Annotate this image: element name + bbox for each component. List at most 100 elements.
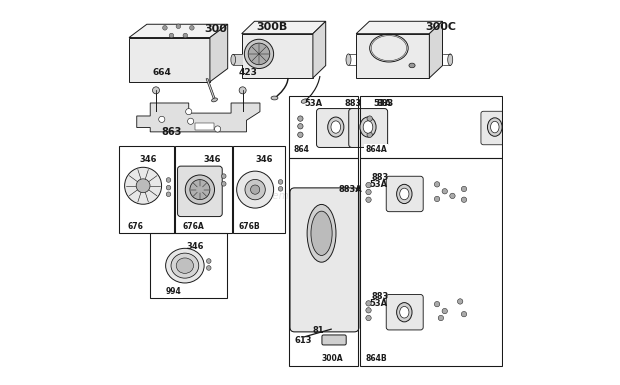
Circle shape bbox=[221, 174, 226, 178]
Polygon shape bbox=[137, 103, 260, 132]
Circle shape bbox=[458, 299, 463, 304]
Circle shape bbox=[461, 186, 467, 192]
Circle shape bbox=[450, 193, 455, 199]
Ellipse shape bbox=[409, 63, 415, 68]
Text: 883A: 883A bbox=[338, 185, 362, 194]
Polygon shape bbox=[356, 21, 443, 34]
Circle shape bbox=[298, 124, 303, 129]
Circle shape bbox=[442, 308, 448, 314]
Circle shape bbox=[183, 33, 188, 38]
Ellipse shape bbox=[328, 117, 344, 137]
Circle shape bbox=[245, 179, 265, 200]
Circle shape bbox=[215, 126, 221, 132]
Circle shape bbox=[298, 116, 303, 121]
Circle shape bbox=[237, 171, 273, 208]
Text: 81: 81 bbox=[312, 326, 324, 335]
Bar bbox=[289, 96, 358, 158]
Text: 300C: 300C bbox=[425, 22, 456, 32]
Ellipse shape bbox=[331, 121, 340, 133]
Text: 53A: 53A bbox=[373, 99, 392, 108]
Text: 346: 346 bbox=[187, 242, 205, 251]
Circle shape bbox=[166, 192, 171, 196]
Circle shape bbox=[176, 24, 180, 28]
FancyBboxPatch shape bbox=[386, 295, 423, 330]
Polygon shape bbox=[313, 21, 326, 78]
Circle shape bbox=[185, 109, 192, 115]
Text: 53A: 53A bbox=[370, 181, 388, 189]
Circle shape bbox=[435, 182, 440, 187]
Circle shape bbox=[136, 179, 150, 192]
Bar bbox=[233, 146, 285, 233]
Circle shape bbox=[239, 87, 246, 94]
Ellipse shape bbox=[307, 204, 336, 262]
FancyBboxPatch shape bbox=[317, 109, 355, 147]
Circle shape bbox=[516, 137, 521, 142]
Circle shape bbox=[461, 197, 467, 203]
Text: 53A: 53A bbox=[304, 99, 322, 108]
FancyBboxPatch shape bbox=[322, 335, 346, 345]
Circle shape bbox=[442, 189, 448, 194]
Circle shape bbox=[367, 124, 373, 129]
Text: 346: 346 bbox=[256, 155, 273, 164]
Text: 864A: 864A bbox=[365, 145, 387, 154]
Text: 346: 346 bbox=[204, 155, 221, 164]
Circle shape bbox=[166, 177, 171, 182]
Text: 864: 864 bbox=[294, 145, 310, 154]
Circle shape bbox=[438, 315, 443, 321]
Ellipse shape bbox=[176, 258, 193, 273]
Text: 883: 883 bbox=[371, 174, 389, 182]
Circle shape bbox=[366, 308, 371, 313]
Text: 300B: 300B bbox=[256, 22, 287, 32]
Text: 664: 664 bbox=[152, 68, 171, 77]
Ellipse shape bbox=[166, 248, 204, 283]
Ellipse shape bbox=[360, 117, 376, 137]
Circle shape bbox=[159, 116, 165, 122]
Bar bbox=[289, 158, 358, 366]
Bar bbox=[360, 96, 502, 158]
Text: 346: 346 bbox=[140, 155, 157, 164]
Ellipse shape bbox=[311, 211, 332, 256]
Circle shape bbox=[206, 266, 211, 270]
Text: 994: 994 bbox=[166, 288, 182, 296]
Text: 883: 883 bbox=[345, 99, 362, 108]
Ellipse shape bbox=[231, 54, 236, 65]
Text: 863: 863 bbox=[162, 127, 182, 137]
Circle shape bbox=[367, 132, 373, 137]
Bar bbox=[175, 146, 232, 233]
Text: 676A: 676A bbox=[183, 222, 205, 231]
Circle shape bbox=[513, 115, 518, 120]
Polygon shape bbox=[242, 21, 326, 34]
Ellipse shape bbox=[271, 96, 278, 100]
FancyBboxPatch shape bbox=[290, 188, 359, 332]
Circle shape bbox=[367, 116, 373, 121]
Circle shape bbox=[162, 25, 167, 30]
Text: ReplacementParts.com: ReplacementParts.com bbox=[238, 191, 359, 201]
Circle shape bbox=[366, 182, 371, 188]
Circle shape bbox=[461, 311, 467, 317]
Circle shape bbox=[515, 132, 520, 136]
Text: 613: 613 bbox=[294, 336, 312, 345]
FancyBboxPatch shape bbox=[386, 176, 423, 212]
Circle shape bbox=[435, 301, 440, 307]
Ellipse shape bbox=[487, 118, 502, 136]
Circle shape bbox=[298, 132, 303, 137]
Polygon shape bbox=[242, 34, 313, 78]
Text: 883: 883 bbox=[377, 99, 394, 108]
FancyBboxPatch shape bbox=[177, 166, 222, 216]
Ellipse shape bbox=[490, 121, 499, 133]
Ellipse shape bbox=[397, 303, 412, 322]
Circle shape bbox=[206, 259, 211, 263]
FancyBboxPatch shape bbox=[348, 109, 388, 147]
Bar bbox=[360, 158, 502, 366]
Circle shape bbox=[250, 185, 260, 194]
Ellipse shape bbox=[400, 306, 409, 318]
Polygon shape bbox=[129, 24, 228, 38]
Text: 53A: 53A bbox=[370, 299, 388, 308]
Ellipse shape bbox=[346, 54, 351, 65]
FancyBboxPatch shape bbox=[481, 111, 511, 145]
Circle shape bbox=[278, 186, 283, 191]
Polygon shape bbox=[210, 24, 228, 82]
Ellipse shape bbox=[363, 121, 373, 133]
Circle shape bbox=[166, 185, 171, 190]
Ellipse shape bbox=[400, 188, 409, 200]
